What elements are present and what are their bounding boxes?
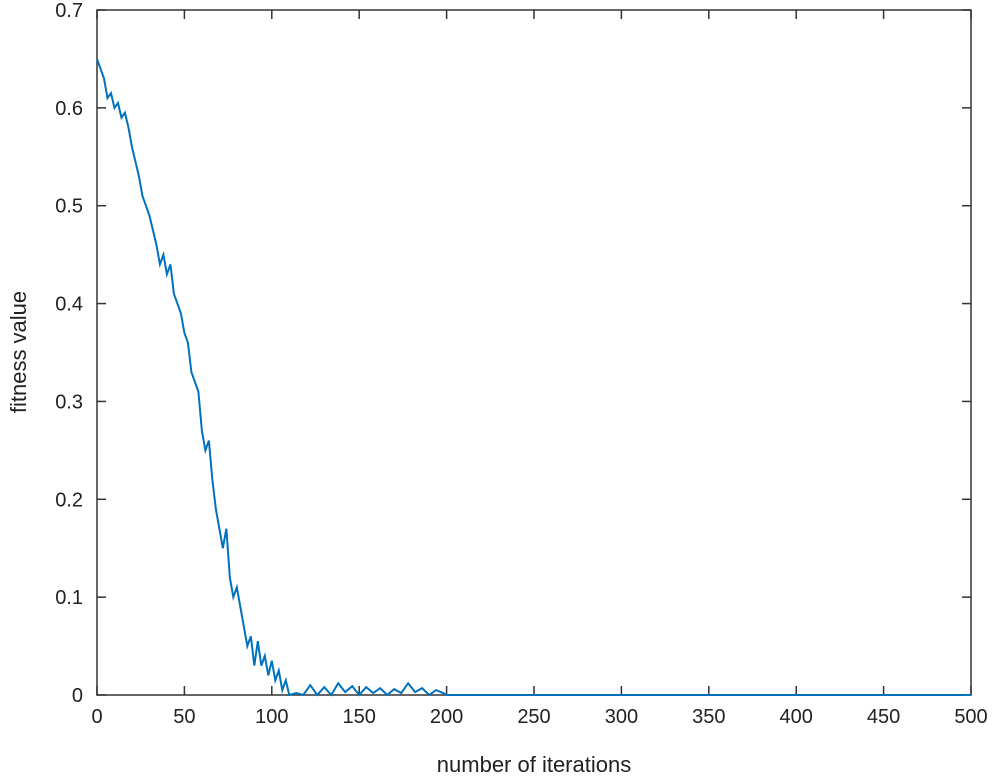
x-tick-label: 150 — [343, 706, 376, 728]
y-tick-label: 0.4 — [55, 294, 83, 316]
y-tick-label: 0.3 — [55, 391, 83, 413]
x-tick-label: 0 — [91, 706, 102, 728]
y-tick-label: 0.1 — [55, 587, 83, 609]
data-line — [96, 58, 971, 697]
x-tick-label: 500 — [954, 706, 987, 728]
y-tick-label: 0.5 — [55, 196, 83, 218]
x-tick-label: 50 — [173, 706, 195, 728]
y-tick-label: 0.6 — [55, 98, 83, 120]
y-tick-label: 0.2 — [55, 489, 83, 511]
y-tick-label: 0 — [72, 685, 83, 707]
y-axis-label: fitness value — [6, 291, 31, 413]
plot-area — [96, 9, 972, 696]
y-tick-label: 0.7 — [55, 0, 83, 22]
x-axis-label: number of iterations — [437, 752, 631, 777]
x-tick-label: 200 — [430, 706, 463, 728]
x-tick-label: 350 — [692, 706, 725, 728]
x-tick-label: 250 — [517, 706, 550, 728]
x-tick-label: 300 — [605, 706, 638, 728]
x-tick-label: 400 — [780, 706, 813, 728]
x-tick-label: 100 — [255, 706, 288, 728]
x-tick-label: 450 — [867, 706, 900, 728]
